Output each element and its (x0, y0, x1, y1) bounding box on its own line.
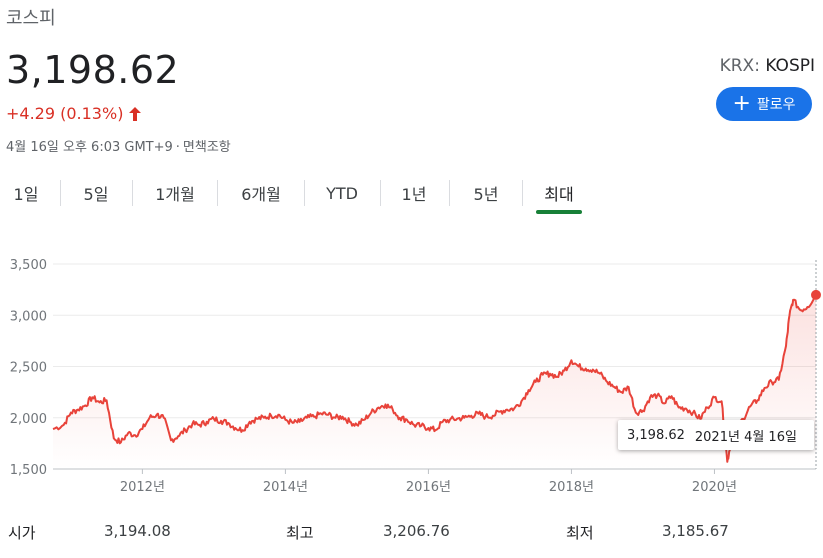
current-price: 3,198.62 (6, 48, 180, 92)
price-change: +4.29 (0.13%) (6, 104, 142, 123)
tab-divider (60, 180, 61, 206)
y-tick-label: 1,500 (10, 463, 47, 478)
tooltip-value: 3,198.62 (627, 427, 685, 443)
price-chart[interactable]: 1,500 2,000 2,500 3,000 3,500 2012년 2014년 2016년… (0, 250, 823, 500)
tab-divider (132, 180, 133, 206)
timestamp: 4월 16일 오후 6:03 GMT+9 (6, 140, 173, 155)
tab-divider (522, 180, 523, 206)
tooltip-date: 2021년 4월 16일 (694, 429, 797, 445)
tab-1m[interactable]: 1개월 (155, 185, 195, 204)
stat-label-open: 시가 (8, 524, 36, 542)
x-tick-label: 2014년 (263, 480, 308, 495)
disclaimer-link[interactable]: 면책조항 (182, 140, 231, 155)
price-change-value: +4.29 (0.13%) (6, 104, 124, 123)
stat-value-high: 3,206.76 (383, 522, 450, 540)
plus-icon: + (732, 91, 751, 116)
tab-6m[interactable]: 6개월 (241, 185, 281, 204)
tab-divider (449, 180, 450, 206)
follow-label: 팔로우 (756, 97, 796, 113)
y-tick-label: 2,500 (10, 361, 47, 376)
y-tick-label: 3,000 (10, 309, 47, 324)
tab-1d[interactable]: 1일 (13, 185, 39, 204)
hover-point (811, 289, 821, 300)
tab-1y[interactable]: 1년 (401, 185, 427, 204)
tab-5y[interactable]: 5년 (473, 185, 499, 204)
chart-tooltip: 3,198.62 2021년 4월 16일 (618, 420, 814, 450)
follow-button[interactable]: + 팔로우 (716, 87, 812, 121)
stat-value-low: 3,185.67 (662, 522, 729, 540)
timestamp-row: 4월 16일 오후 6:03 GMT+9 · 면책조항 (6, 136, 231, 155)
stat-label-low: 최저 (566, 524, 594, 542)
x-tick-label: 2018년 (549, 480, 594, 495)
stat-value-open: 3,194.08 (104, 522, 171, 540)
range-tabs: 1일 5일 1개월 6개월 YTD 1년 5년 최대 (0, 176, 600, 216)
exchange-label: KRX: KOSPI (720, 56, 815, 76)
exchange-prefix: KRX: (719, 56, 760, 76)
stat-label-high: 최고 (286, 524, 314, 542)
tab-ytd[interactable]: YTD (326, 183, 358, 203)
x-tick-label: 2016년 (406, 480, 451, 495)
tab-5d[interactable]: 5일 (83, 185, 109, 204)
x-tick-label: 2012년 (120, 480, 165, 495)
series-line (52, 294, 817, 463)
separator-dot: · (175, 140, 180, 155)
tab-divider (304, 180, 305, 206)
tab-divider (217, 180, 218, 206)
tab-divider (380, 180, 381, 206)
stats-row: 시가 3,194.08 최고 3,206.76 최저 3,185.67 (0, 522, 823, 552)
y-tick-label: 3,500 (10, 258, 47, 273)
x-tick-label: 2020년 (692, 480, 737, 495)
arrow-up-icon (129, 106, 142, 121)
exchange-symbol: KOSPI (765, 56, 815, 76)
tab-max[interactable]: 최대 (536, 176, 582, 214)
y-tick-label: 2,000 (10, 412, 47, 427)
index-name: 코스피 (6, 8, 56, 29)
